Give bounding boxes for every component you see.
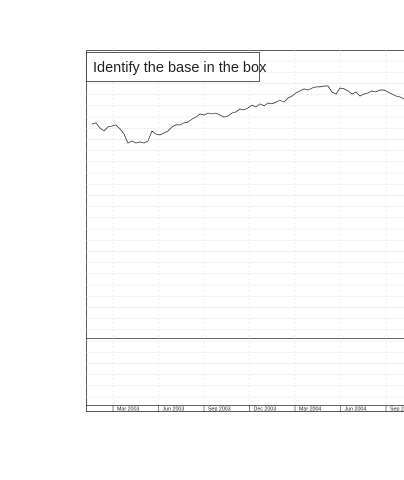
x-tick-label: Jun 2003 — [163, 406, 185, 412]
x-tick-label: Jun 2004 — [345, 406, 367, 412]
x-tick-label: Sep 2003 — [208, 406, 231, 412]
chart-frame — [86, 50, 404, 412]
plot — [91, 85, 404, 144]
title-box — [86, 52, 260, 82]
chart-title: Identify the base in the box — [93, 60, 267, 76]
x-tick-label: Mar 2004 — [299, 406, 321, 412]
price-line — [91, 85, 404, 144]
x-tick-label: Sep 2004 — [390, 406, 404, 412]
x-tick-label: Mar 2003 — [117, 406, 139, 412]
x-tick-label: Dec 2003 — [254, 406, 277, 412]
grid — [86, 50, 404, 412]
